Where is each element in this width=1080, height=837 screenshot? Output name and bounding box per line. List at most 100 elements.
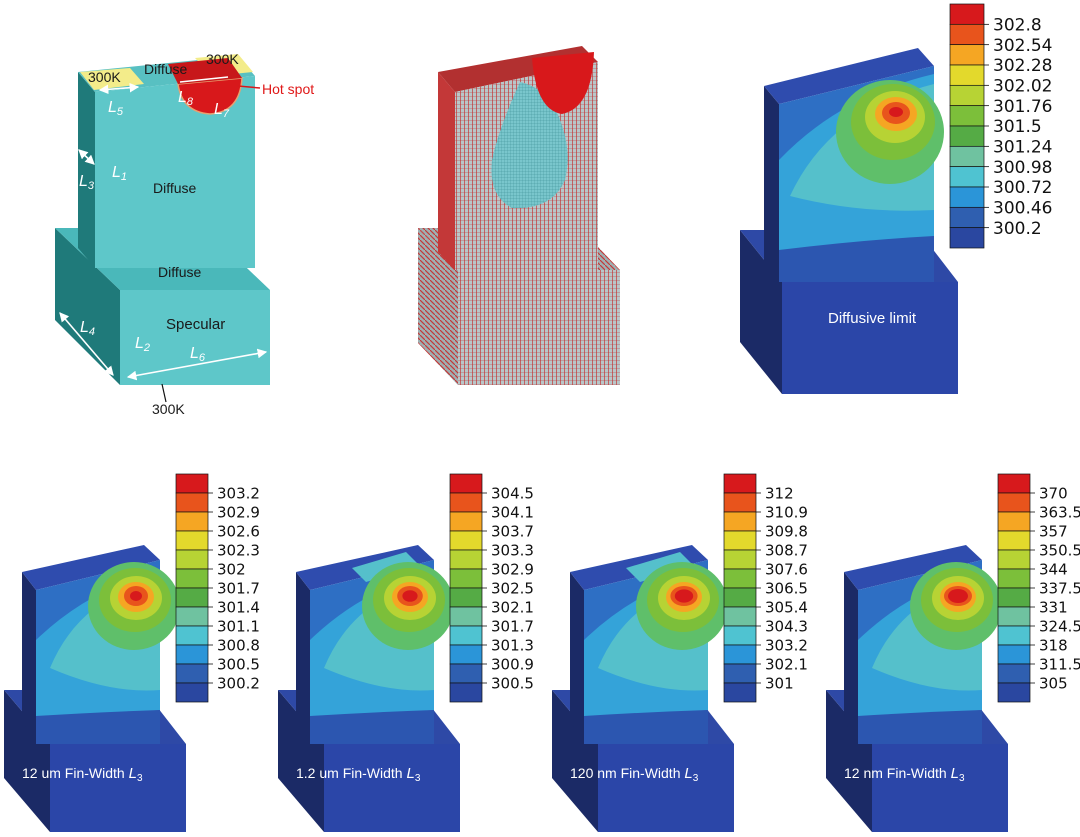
legend-swatch bbox=[723, 606, 757, 627]
legend-swatch bbox=[175, 663, 209, 684]
legend-swatch bbox=[449, 549, 483, 570]
legend-label: 302.3 bbox=[217, 541, 260, 559]
legend-swatch bbox=[723, 568, 757, 589]
panel-caption-text: 12 um Fin-Width bbox=[22, 765, 129, 781]
legend-label: 307.6 bbox=[765, 560, 808, 578]
legend-label: 300.9 bbox=[491, 655, 534, 673]
legend-swatch bbox=[997, 606, 1031, 627]
panel-caption-symbol: L bbox=[951, 765, 959, 782]
legend-swatch bbox=[949, 145, 985, 168]
panel-caption-symbol: L bbox=[406, 765, 414, 782]
legend-swatch bbox=[949, 166, 985, 188]
legend-label: 337.5 bbox=[1039, 579, 1080, 597]
panel-caption-symbol: L bbox=[129, 765, 137, 782]
mesh-base-front bbox=[458, 270, 620, 385]
temperature-model bbox=[278, 545, 460, 832]
hot-spot-leader bbox=[237, 85, 261, 89]
legend-swatch bbox=[723, 663, 757, 684]
legend-panel-2: 304.5304.1303.7303.3302.9302.5302.1301.7… bbox=[449, 473, 534, 703]
legend-label: 300.72 bbox=[993, 178, 1052, 198]
legend-label: 302.1 bbox=[765, 655, 808, 673]
legend-label: 303.2 bbox=[765, 636, 808, 654]
panel-caption-text: 1.2 um Fin-Width bbox=[296, 765, 406, 781]
legend-label: 301.7 bbox=[217, 579, 260, 597]
legend-swatch bbox=[723, 473, 757, 494]
legend-swatch bbox=[949, 23, 985, 46]
legend-label: 300.5 bbox=[491, 674, 534, 692]
legend-swatch bbox=[723, 492, 757, 513]
legend-swatch bbox=[949, 125, 985, 147]
legend-swatch bbox=[175, 530, 209, 551]
diffusive-panel: Diffusive limit 302.8302.54302.28302.023… bbox=[740, 3, 1052, 394]
legend-label: 300.98 bbox=[993, 158, 1052, 178]
mesh-model bbox=[418, 46, 620, 385]
schematic-fin: 300K 300K Diffuse Diffuse Diffuse Specul… bbox=[55, 51, 314, 417]
legend-swatch bbox=[997, 644, 1031, 665]
legend-swatch bbox=[449, 473, 483, 494]
legend-label: 304.3 bbox=[765, 617, 808, 635]
panel-fin-width-2: 1.2 um Fin-Width L3304.5304.1303.7303.33… bbox=[278, 473, 534, 832]
legend-swatch bbox=[949, 105, 985, 127]
legend-label: 302.6 bbox=[217, 522, 260, 540]
legend-diffusive: 302.8302.54302.28302.02301.76301.5301.24… bbox=[949, 3, 1052, 249]
legend-swatch bbox=[723, 644, 757, 665]
hot-spot-region bbox=[177, 77, 243, 115]
legend-label: 309.8 bbox=[765, 522, 808, 540]
legend-swatch bbox=[949, 227, 985, 249]
legend-swatch bbox=[175, 606, 209, 627]
legend-label: 301 bbox=[765, 674, 794, 692]
legend-swatch bbox=[449, 492, 483, 513]
legend-swatch bbox=[997, 568, 1031, 589]
legend-swatch bbox=[997, 625, 1031, 646]
legend-swatch bbox=[175, 473, 209, 494]
legend-swatch bbox=[175, 568, 209, 589]
panel-caption-subscript: 3 bbox=[693, 773, 699, 784]
panel-caption: 12 nm Fin-Width L3 bbox=[844, 765, 965, 784]
legend-label: 304.5 bbox=[491, 484, 534, 502]
dim-arrow-L3 bbox=[78, 149, 95, 165]
legend-swatch bbox=[997, 511, 1031, 532]
legend-swatch bbox=[997, 663, 1031, 684]
legend-swatch bbox=[449, 511, 483, 532]
legend-label: 300.2 bbox=[217, 674, 260, 692]
legend-swatch bbox=[449, 682, 483, 703]
mesh-base-left bbox=[418, 228, 458, 385]
dim-arrow-L4 bbox=[59, 312, 114, 376]
legend-panel-3: 312310.9309.8308.7307.6306.5305.4304.330… bbox=[723, 473, 808, 703]
legend-swatch bbox=[949, 206, 985, 229]
legend-label: 302.9 bbox=[491, 560, 534, 578]
panel-caption: 120 nm Fin-Width L3 bbox=[570, 765, 699, 784]
legend-label: 302.5 bbox=[491, 579, 534, 597]
label-specular: Specular bbox=[166, 316, 225, 333]
panel-caption-text: 120 nm Fin-Width bbox=[570, 765, 684, 781]
panel-caption-subscript: 3 bbox=[137, 773, 143, 784]
legend-label: 318 bbox=[1039, 636, 1068, 654]
diffusive-model: Diffusive limit bbox=[740, 48, 958, 394]
legend-label: 300.5 bbox=[217, 655, 260, 673]
legend-swatch bbox=[175, 587, 209, 608]
panel-fin-width-1: 12 um Fin-Width L3303.2302.9302.6302.330… bbox=[4, 473, 260, 832]
legend-label: 302.02 bbox=[993, 76, 1052, 96]
legend-label: 357 bbox=[1039, 522, 1068, 540]
legend-swatch bbox=[723, 682, 757, 703]
legend-swatch bbox=[723, 511, 757, 532]
legend-swatch bbox=[997, 530, 1031, 551]
dim-arrow-L5 bbox=[98, 82, 140, 95]
legend-swatch bbox=[997, 549, 1031, 570]
legend-label: 300.2 bbox=[993, 219, 1042, 239]
legend-swatch bbox=[723, 587, 757, 608]
mesh-hot-spot bbox=[532, 52, 594, 114]
dim-arrow-L6 bbox=[126, 348, 268, 381]
legend-swatch bbox=[175, 511, 209, 532]
legend-label: 300.46 bbox=[993, 198, 1052, 218]
legend-label: 306.5 bbox=[765, 579, 808, 597]
legend-label: 302.1 bbox=[491, 598, 534, 616]
label-diffuse-top: Diffuse bbox=[144, 61, 188, 77]
mesh-fin-left bbox=[438, 72, 455, 270]
legend-label: 303.7 bbox=[491, 522, 534, 540]
legend-swatch bbox=[997, 682, 1031, 703]
panel-caption-subscript: 3 bbox=[959, 773, 965, 784]
legend-swatch bbox=[997, 473, 1031, 494]
panel-caption-text: 12 nm Fin-Width bbox=[844, 765, 951, 781]
legend-swatch bbox=[949, 3, 985, 25]
